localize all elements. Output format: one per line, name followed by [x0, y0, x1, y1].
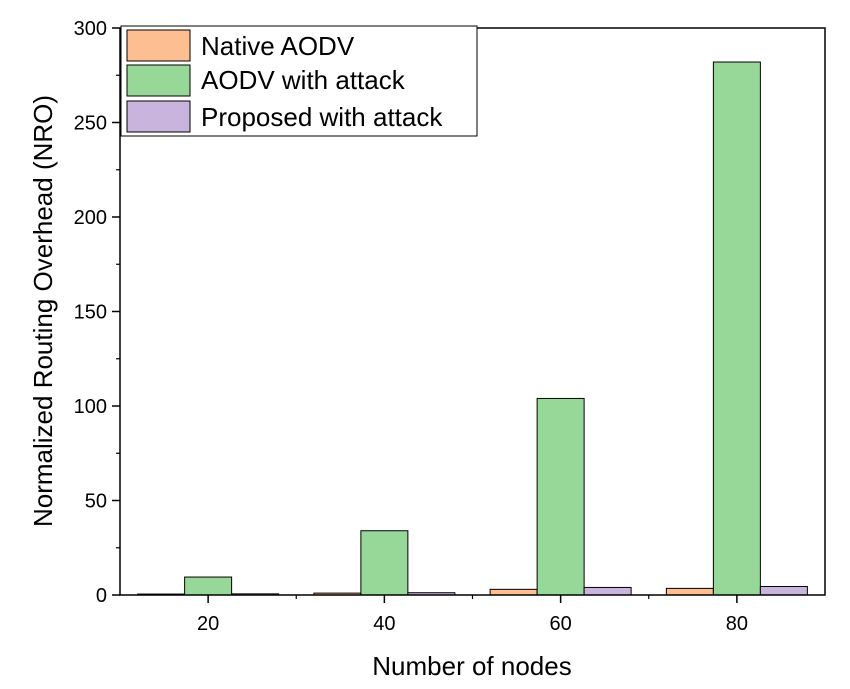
y-tick-label: 50 — [85, 491, 107, 513]
bar-aodv-with-attack-80 — [712, 61, 761, 596]
y-axis: 0 50 100 150 200 250 300 — [74, 18, 120, 607]
x-axis: 20 40 60 80 — [197, 595, 748, 635]
x-tick-label-20: 20 — [197, 613, 219, 635]
legend-label-native-aodv: Native AODV — [201, 31, 355, 61]
bar-native-aodv-80 — [665, 587, 714, 596]
y-tick-label: 0 — [96, 585, 107, 607]
legend-label-proposed-with-attack: Proposed with attack — [201, 102, 443, 132]
legend-swatch-aodv-with-attack — [126, 64, 191, 97]
x-axis-label: Number of nodes — [372, 651, 571, 681]
bars-layer — [137, 61, 808, 596]
legend-swatch-proposed-with-attack — [126, 100, 191, 133]
bar-aodv-with-attack-40 — [360, 530, 409, 596]
bar-native-aodv-60 — [489, 588, 538, 596]
y-tick-label: 250 — [74, 113, 107, 135]
y-tick-label: 200 — [74, 207, 107, 229]
bar-aodv-with-attack-20 — [184, 576, 233, 596]
bar-aodv-with-attack-60 — [536, 397, 585, 596]
x-tick-label-60: 60 — [550, 613, 572, 635]
y-tick-label: 300 — [74, 18, 107, 40]
y-axis-label: Normalized Routing Overhead (NRO) — [28, 95, 58, 527]
y-tick-label: 150 — [74, 302, 107, 324]
legend-swatch-native-aodv — [126, 29, 191, 62]
bar-proposed-with-attack-60 — [583, 586, 632, 596]
x-tick-label-80: 80 — [726, 613, 748, 635]
y-tick-label: 100 — [74, 396, 107, 418]
x-tick-label-40: 40 — [373, 613, 395, 635]
legend: Native AODV AODV with attack Proposed wi… — [120, 25, 478, 137]
legend-label-aodv-with-attack: AODV with attack — [201, 65, 406, 95]
bar-proposed-with-attack-80 — [759, 585, 808, 596]
